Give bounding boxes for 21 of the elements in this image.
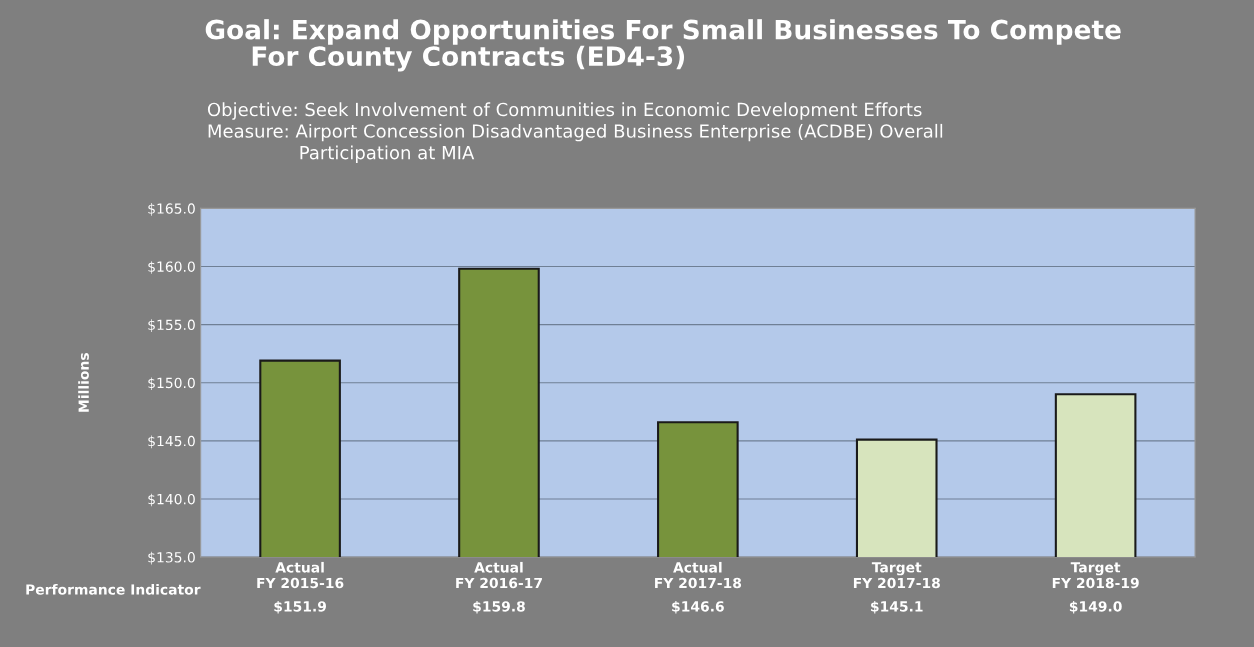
data-label: $146.6: [672, 600, 724, 614]
y-axis-title: Millions: [78, 353, 89, 412]
text: Performance Indicator: [26, 583, 201, 595]
data-label: $145.1: [871, 600, 923, 614]
x-tick-label: Actual FY 2017-18: [655, 561, 742, 589]
data-label: $149.0: [1069, 600, 1122, 614]
x-tick-label: Target FY 2017-18: [853, 562, 940, 589]
data-label: $159.8: [473, 600, 525, 614]
y-tick-label: $150.0: [148, 377, 195, 391]
x-tick-label: Target FY 2018-19: [1052, 562, 1139, 589]
y-tick-label: $155.0: [148, 319, 195, 332]
y-tick-label: $165.0: [148, 203, 195, 216]
x-tick-label: Actual FY 2015-16: [257, 561, 344, 589]
y-tick-label: $135.0: [148, 551, 195, 565]
data-label: $151.9: [274, 600, 326, 614]
chart-subtitle: Objective: Seek Involvement of Communities in Economic Development Efforts Measure: Airport Concession Disadvantaged Business Enterprise (ACDBE) Overall Participation at MIA: [207, 102, 943, 163]
x-tick-label: Actual FY 2016-17: [456, 561, 542, 589]
chart-title: Goal: Expand Opportunities For Small Businesses To Compete For County Contracts (ED4-3): [205, 19, 1121, 72]
y-tick-label: $145.0: [148, 435, 195, 449]
y-tick-label: $160.0: [148, 261, 195, 274]
y-tick-label: $140.0: [148, 493, 195, 507]
